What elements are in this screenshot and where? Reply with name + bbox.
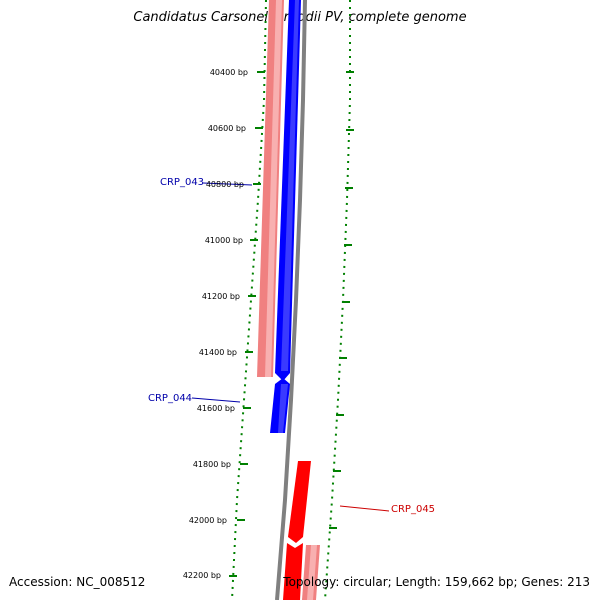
- tick-label-40600: 40600 bp: [208, 124, 246, 133]
- genome-summary-label: Topology: circular; Length: 159,662 bp; …: [283, 575, 590, 589]
- gene-label-CRP_043[interactable]: CRP_043: [160, 177, 204, 188]
- gene-CRP_043-highlight: [281, 0, 299, 371]
- gene-label-CRP_045[interactable]: CRP_045: [391, 504, 435, 515]
- tick-label-41400: 41400 bp: [199, 348, 237, 357]
- leader-CRP_045: [339, 505, 390, 512]
- gene-CRP_045[interactable]: [288, 461, 311, 543]
- tick-label-41600: 41600 bp: [197, 404, 235, 413]
- tick-marks-outer: [329, 71, 354, 529]
- gene-shade-right-highlight: [307, 545, 317, 600]
- tick-label-41200: 41200 bp: [202, 292, 240, 301]
- gene-CRP_045-next[interactable]: [283, 543, 303, 600]
- genome-backbone: [275, 0, 307, 600]
- tick-label-42200: 42200 bp: [183, 571, 221, 580]
- gc-outer-track: [324, 0, 351, 600]
- gene-CRP_044-highlight: [278, 384, 288, 433]
- tick-label-41000: 41000 bp: [205, 236, 243, 245]
- leader-CRP_043: [202, 182, 253, 186]
- gene-shade-reverse-highlight: [265, 0, 282, 377]
- tick-label-42000: 42000 bp: [189, 516, 227, 525]
- accession-label: Accession: NC_008512: [9, 575, 146, 589]
- tick-marks-inner: [229, 71, 265, 577]
- leader-CRP_044: [191, 397, 241, 403]
- tick-label-40800: 40800 bp: [206, 180, 244, 189]
- gene-label-CRP_044[interactable]: CRP_044: [148, 393, 192, 404]
- tick-label-40400: 40400 bp: [210, 68, 248, 77]
- tick-label-41800: 41800 bp: [193, 460, 231, 469]
